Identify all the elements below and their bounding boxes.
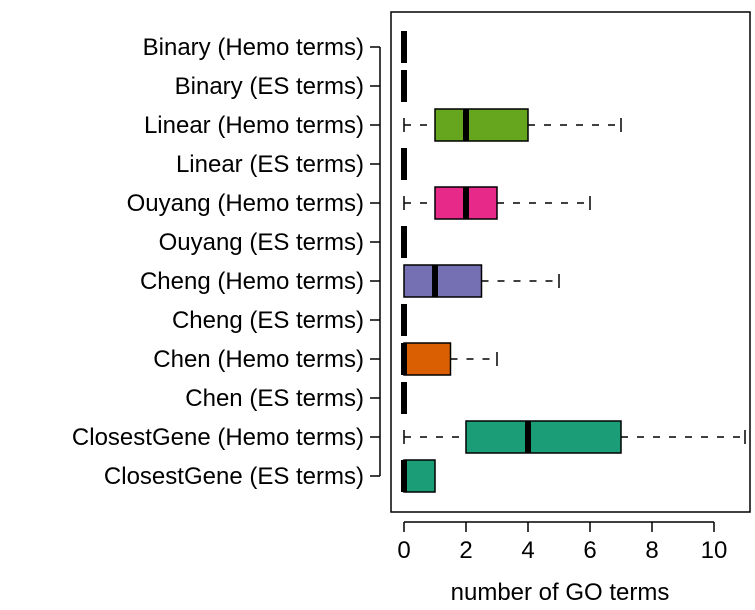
category-label: ClosestGene (ES terms)	[104, 463, 364, 490]
x-axis: 0 2 4 6 8 10	[397, 521, 728, 564]
box-8	[401, 342, 498, 376]
x-tick-label: 8	[645, 537, 658, 564]
x-tick-label: 2	[459, 537, 472, 564]
category-label: Cheng (ES terms)	[172, 307, 364, 334]
box-2	[403, 108, 622, 142]
box-iqr	[403, 264, 483, 298]
category-label: Linear (ES terms)	[176, 151, 364, 178]
x-tick-label: 0	[397, 537, 410, 564]
category-label: Linear (Hemo terms)	[144, 112, 364, 139]
category-labels: Binary (Hemo terms) Binary (ES terms) Line…	[72, 34, 381, 490]
plot-frame	[390, 11, 751, 513]
category-label: Binary (ES terms)	[175, 73, 364, 100]
x-axis-label: number of GO terms	[451, 579, 670, 606]
box-6	[403, 264, 560, 298]
box-group	[401, 31, 746, 493]
box-iqr	[403, 342, 452, 376]
category-label: ClosestGene (Hemo terms)	[72, 424, 364, 451]
box-10	[403, 420, 746, 454]
box-iqr	[465, 420, 622, 454]
box-4	[403, 186, 591, 220]
category-label: Cheng (Hemo terms)	[140, 268, 364, 295]
category-label: Ouyang (ES terms)	[159, 229, 364, 256]
box-iqr	[403, 459, 436, 493]
box-iqr	[434, 108, 529, 142]
category-label: Binary (Hemo terms)	[143, 34, 364, 61]
x-tick-label: 6	[583, 537, 596, 564]
category-label: Chen (ES terms)	[185, 385, 364, 412]
x-tick-label: 10	[701, 537, 728, 564]
box-11	[401, 459, 436, 493]
category-label: Ouyang (Hemo terms)	[127, 190, 364, 217]
x-tick-label: 4	[521, 537, 534, 564]
category-label: Chen (Hemo terms)	[153, 346, 364, 373]
